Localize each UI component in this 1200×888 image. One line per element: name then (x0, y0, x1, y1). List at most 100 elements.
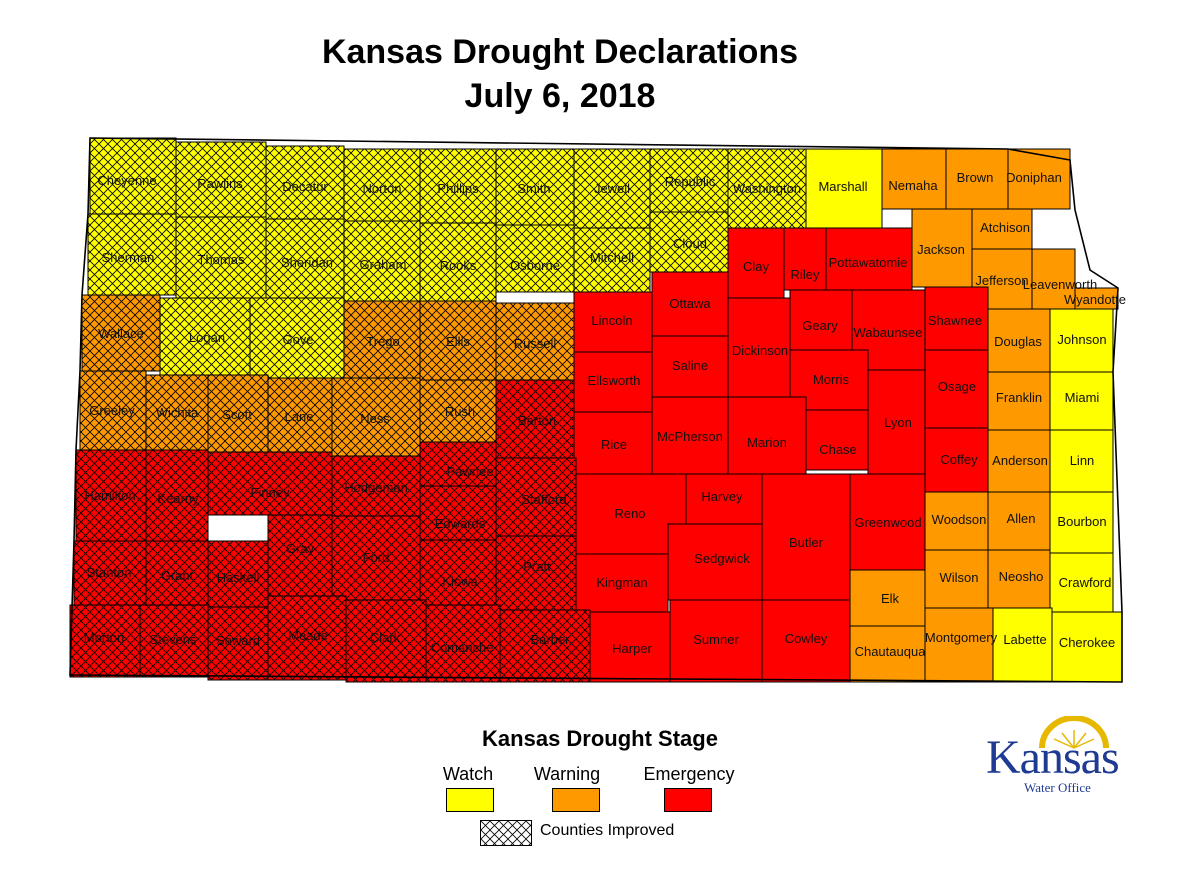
kansas-county-map: Cheyenne Rawlins Decatur Norton Phillips Smit… (69, 137, 1126, 683)
county-scott (207, 374, 269, 453)
county-shape (783, 227, 827, 291)
county-label: Clay (743, 259, 770, 274)
county-jewell (573, 148, 651, 229)
county-edwards (419, 485, 497, 541)
county-atchison (971, 208, 1033, 250)
county-improved-hatch (268, 378, 332, 452)
county-label: Rice (601, 437, 627, 452)
county-label: Allen (1007, 511, 1036, 526)
county-improved-hatch (574, 228, 650, 292)
county-sheridan (265, 218, 345, 302)
county-shape (805, 148, 883, 229)
county-shape (1049, 371, 1114, 431)
legend-watch-swatch (446, 788, 494, 812)
county-label: Pottawatomie (829, 255, 908, 270)
county-shape (924, 349, 989, 429)
county-improved-hatch (332, 456, 420, 516)
county-label: Hamilton (84, 488, 135, 503)
county-label: Seward (216, 633, 260, 648)
county-cherokee (1051, 611, 1123, 683)
county-lane (267, 377, 333, 453)
county-rush (419, 379, 497, 443)
county-label: Cheyenne (97, 173, 156, 188)
county-label: Kearny (157, 491, 199, 506)
county-marshall (805, 148, 883, 229)
county-label: Kiowa (442, 574, 478, 589)
county-sumner (669, 599, 763, 683)
county-improved-hatch (426, 605, 500, 682)
county-label: Saline (672, 358, 708, 373)
county-rooks (419, 222, 497, 304)
county-label: Logan (189, 330, 225, 345)
county-label: McPherson (657, 429, 723, 444)
county-shape (573, 351, 653, 413)
county-improved-hatch (728, 149, 806, 228)
county-shape (867, 369, 926, 475)
county-label: Sedgwick (694, 551, 750, 566)
county-ness (331, 377, 421, 457)
county-label: Russell (514, 336, 557, 351)
county-label: Linn (1070, 453, 1095, 468)
county-wilson (924, 549, 989, 609)
county-improved-hatch (344, 221, 420, 301)
county-label: Jefferson (975, 273, 1028, 288)
county-label: Anderson (992, 453, 1048, 468)
county-improved-hatch (76, 450, 146, 541)
county-improved-hatch (496, 536, 576, 610)
county-saline (651, 335, 729, 398)
county-improved-hatch (160, 298, 250, 375)
county-improved-hatch (496, 380, 576, 458)
county-rice (573, 411, 653, 475)
county-shape (727, 227, 785, 299)
kansas-water-office-logo: Kansas Water Office (984, 716, 1124, 796)
county-label: Nemaha (888, 178, 938, 193)
county-clay (727, 227, 785, 299)
county-label: Pawnee (447, 464, 494, 479)
county-improved-hatch (208, 541, 268, 607)
county-clark (345, 599, 427, 683)
county-label: Finney (250, 485, 290, 500)
county-label: Woodson (932, 512, 987, 527)
county-label: Jackson (917, 242, 965, 257)
county-improved-hatch (574, 149, 650, 228)
county-graham (343, 220, 421, 302)
county-label: Sumner (693, 632, 739, 647)
county-improved-hatch (266, 219, 344, 301)
county-wichita (145, 374, 209, 451)
county-label: Scott (222, 407, 252, 422)
county-label: Jewell (594, 181, 630, 196)
county-label: Mitchell (590, 250, 634, 265)
county-shape (1049, 429, 1114, 493)
county-improved-hatch (346, 600, 426, 682)
county-shape (971, 208, 1033, 250)
county-shape (727, 396, 807, 475)
county-elk (849, 569, 926, 627)
county-logan (159, 297, 251, 376)
county-shape (987, 308, 1051, 373)
county-improved-hatch (88, 214, 176, 295)
county-label: Decatur (282, 179, 328, 194)
county-label: Neosho (999, 569, 1044, 584)
county-label: Morton (84, 630, 124, 645)
county-mitchell (573, 227, 651, 293)
legend-warning-label: Warning (533, 764, 601, 784)
county-crawford (1049, 552, 1114, 613)
county-chase (805, 409, 869, 471)
county-cloud (649, 211, 729, 273)
logo-subtitle: Water Office (1024, 780, 1091, 795)
county-label: Gove (282, 332, 313, 347)
county-shape (1051, 611, 1123, 683)
county-morton (69, 604, 141, 678)
county-label: Atchison (980, 220, 1030, 235)
county-osborne (495, 224, 575, 293)
county-shape (987, 491, 1051, 551)
county-label: Hodgeman (344, 480, 408, 495)
county-label: Marshall (818, 179, 867, 194)
county-improved-hatch (420, 223, 496, 303)
legend-emergency-label: Emergency (643, 764, 735, 784)
county-improved-hatch (146, 375, 208, 450)
county-shape (881, 148, 947, 210)
map-title-line2: July 6, 2018 (464, 77, 656, 115)
county-shape (924, 427, 989, 493)
county-label: Brown (957, 170, 994, 185)
